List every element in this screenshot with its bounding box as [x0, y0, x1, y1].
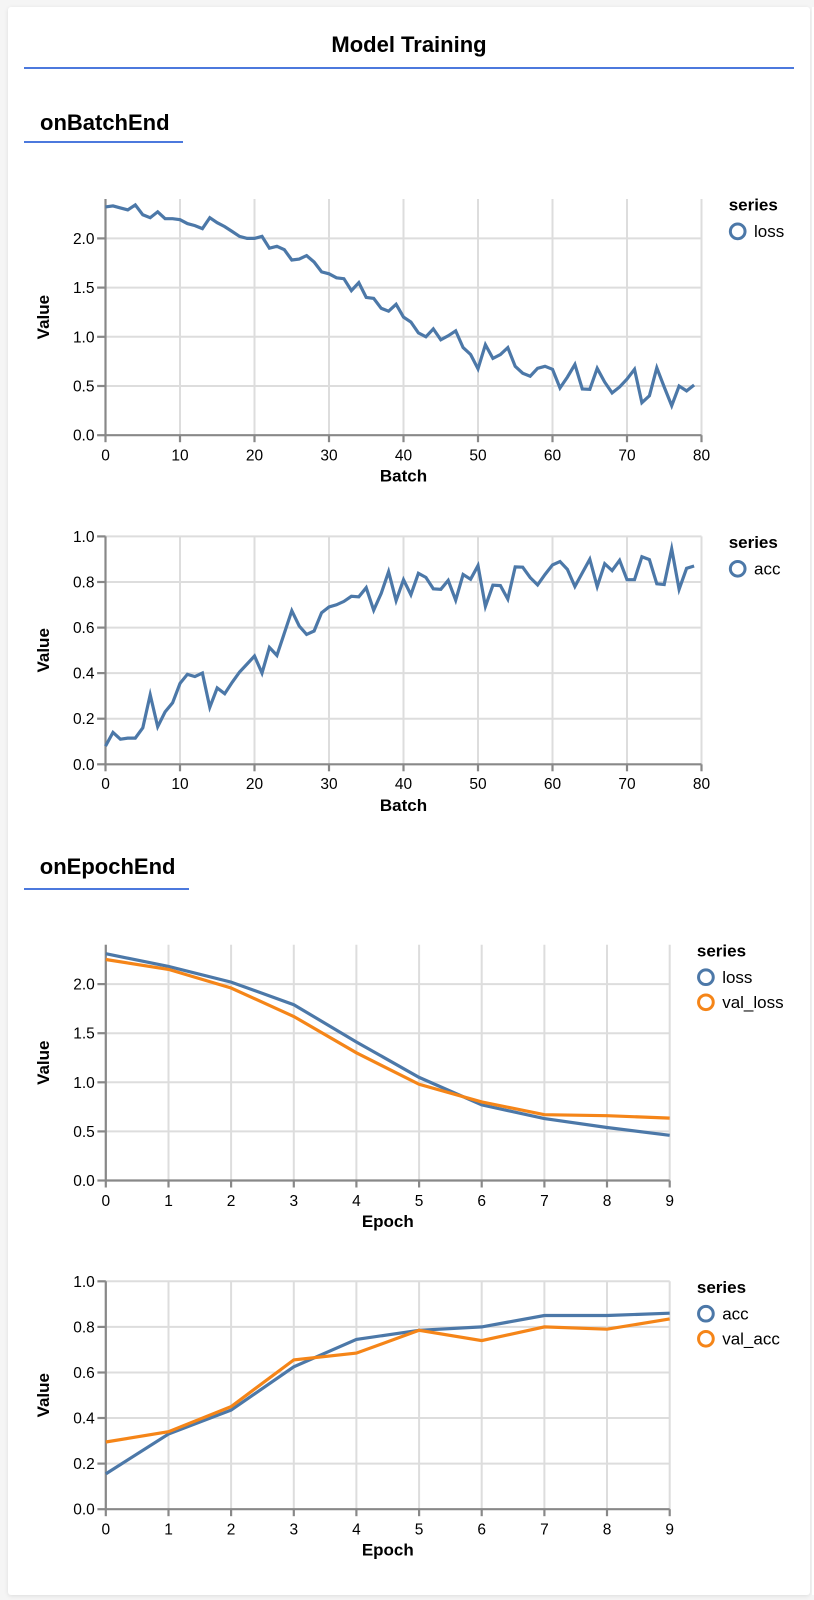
svg-text:series: series	[697, 1278, 746, 1297]
svg-text:3: 3	[289, 1522, 298, 1539]
svg-text:Value: Value	[34, 295, 53, 339]
svg-text:acc: acc	[722, 1304, 749, 1323]
svg-text:Value: Value	[34, 1040, 53, 1084]
svg-text:0.0: 0.0	[73, 1173, 95, 1190]
svg-text:30: 30	[320, 448, 338, 465]
svg-text:6: 6	[477, 1193, 486, 1210]
svg-text:0.6: 0.6	[73, 620, 95, 637]
svg-text:1.5: 1.5	[73, 280, 95, 297]
svg-text:4: 4	[352, 1193, 361, 1210]
svg-text:0.8: 0.8	[73, 1319, 95, 1336]
svg-text:val_loss: val_loss	[722, 993, 783, 1012]
svg-text:0.8: 0.8	[73, 575, 95, 592]
svg-text:0.2: 0.2	[73, 1456, 95, 1473]
svg-text:10: 10	[171, 776, 189, 793]
svg-text:Batch: Batch	[380, 796, 427, 815]
svg-text:loss: loss	[722, 968, 752, 987]
svg-text:0.0: 0.0	[73, 428, 95, 445]
svg-text:0: 0	[101, 1522, 110, 1539]
svg-text:60: 60	[544, 448, 562, 465]
svg-text:Batch: Batch	[380, 467, 427, 486]
svg-text:3: 3	[289, 1193, 298, 1210]
svg-text:1.0: 1.0	[73, 329, 95, 346]
svg-text:1.0: 1.0	[73, 1075, 95, 1092]
svg-text:50: 50	[469, 776, 487, 793]
svg-text:7: 7	[540, 1522, 549, 1539]
svg-text:0: 0	[101, 448, 110, 465]
svg-text:40: 40	[395, 448, 413, 465]
svg-text:70: 70	[618, 776, 636, 793]
svg-text:2: 2	[227, 1193, 236, 1210]
svg-text:series: series	[729, 533, 778, 552]
svg-text:0.4: 0.4	[73, 1411, 95, 1428]
svg-text:9: 9	[665, 1193, 674, 1210]
svg-text:70: 70	[618, 448, 636, 465]
svg-text:9: 9	[665, 1522, 674, 1539]
svg-text:0: 0	[101, 1193, 110, 1210]
svg-text:80: 80	[693, 448, 711, 465]
svg-text:0.6: 0.6	[73, 1365, 95, 1382]
svg-text:20: 20	[246, 776, 264, 793]
svg-text:6: 6	[477, 1522, 486, 1539]
svg-text:7: 7	[540, 1193, 549, 1210]
svg-text:4: 4	[352, 1522, 361, 1539]
svg-text:30: 30	[320, 776, 338, 793]
svg-text:Value: Value	[34, 1373, 53, 1417]
svg-text:10: 10	[171, 448, 189, 465]
svg-text:series: series	[697, 941, 746, 960]
svg-text:0.0: 0.0	[73, 757, 95, 774]
svg-text:loss: loss	[754, 222, 784, 241]
svg-text:0.2: 0.2	[73, 711, 95, 728]
svg-text:0: 0	[101, 776, 110, 793]
svg-text:1.5: 1.5	[73, 1026, 95, 1043]
svg-text:2.0: 2.0	[73, 231, 95, 248]
svg-text:acc: acc	[754, 559, 781, 578]
svg-text:1.0: 1.0	[73, 529, 95, 546]
svg-text:2.0: 2.0	[73, 977, 95, 994]
svg-text:val_acc: val_acc	[722, 1329, 780, 1348]
svg-text:1.0: 1.0	[73, 1274, 95, 1291]
svg-text:1: 1	[164, 1193, 173, 1210]
svg-text:2: 2	[227, 1522, 236, 1539]
svg-text:5: 5	[415, 1522, 424, 1539]
svg-text:8: 8	[603, 1193, 612, 1210]
svg-text:0.4: 0.4	[73, 666, 95, 683]
svg-text:Value: Value	[34, 628, 53, 672]
svg-text:0.5: 0.5	[73, 1124, 95, 1141]
svg-text:8: 8	[603, 1522, 612, 1539]
svg-text:series: series	[729, 196, 778, 215]
svg-text:60: 60	[544, 776, 562, 793]
svg-text:Epoch: Epoch	[362, 1212, 414, 1231]
svg-text:Epoch: Epoch	[362, 1541, 414, 1560]
svg-text:20: 20	[246, 448, 264, 465]
svg-text:1: 1	[164, 1522, 173, 1539]
svg-text:0.0: 0.0	[73, 1502, 95, 1519]
svg-text:0.5: 0.5	[73, 379, 95, 396]
svg-text:80: 80	[693, 776, 711, 793]
svg-text:50: 50	[469, 448, 487, 465]
svg-text:40: 40	[395, 776, 413, 793]
svg-text:5: 5	[415, 1193, 424, 1210]
